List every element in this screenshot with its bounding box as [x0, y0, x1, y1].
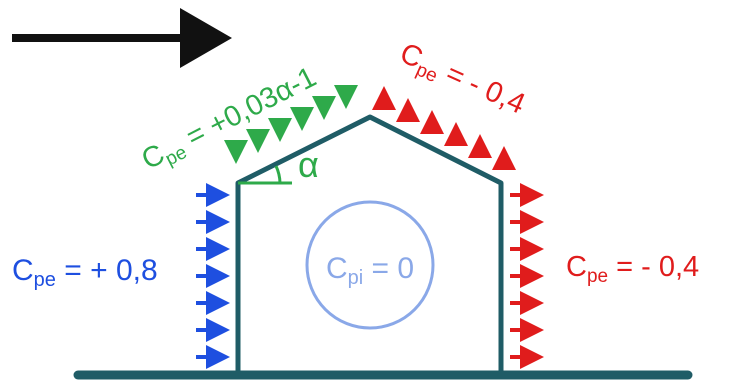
leeward-wall-label: Cpe = - 0,4	[566, 251, 699, 287]
windward-wall-arrows	[196, 183, 230, 369]
windward-roof-arrows	[224, 85, 358, 164]
building-outline	[235, 114, 504, 371]
leeward-wall-arrows	[510, 183, 544, 369]
windward-wall-label: Cpe = + 0,8	[12, 254, 158, 291]
leeward-roof-arrows	[372, 86, 516, 170]
leeward-roof-label: Cpe = - 0,4	[394, 37, 530, 124]
roof-angle-marker	[238, 165, 292, 185]
angle-label: α	[298, 144, 319, 185]
internal-pressure-label: Cpi = 0	[326, 252, 414, 289]
wind-direction-icon	[12, 8, 232, 68]
internal-pressure-circle	[305, 200, 435, 330]
windward-roof-label: Cpe = +0,03α-1	[137, 61, 324, 180]
